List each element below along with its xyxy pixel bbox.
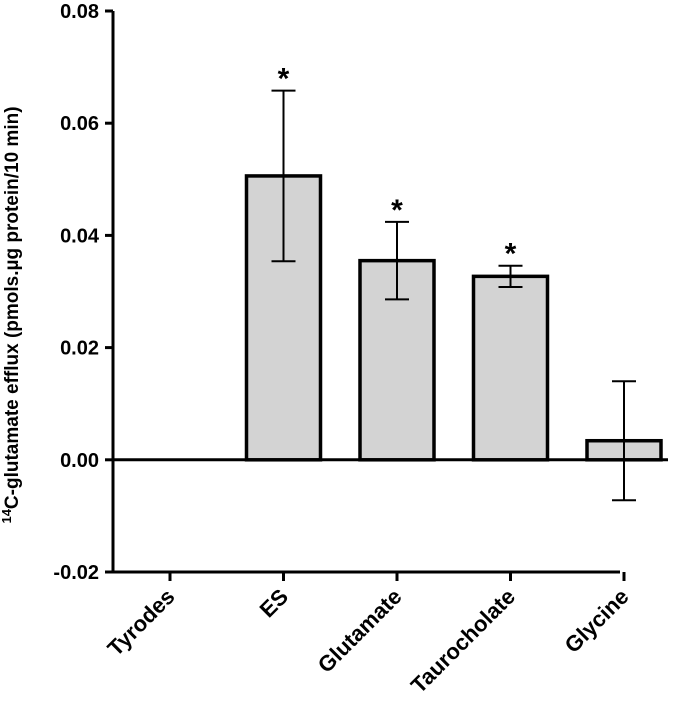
error-bar-glycine <box>612 380 636 502</box>
category-label-taurocholate: Taurocholate <box>406 584 520 698</box>
category-label-glutamate: Glutamate <box>313 584 407 678</box>
significance-markers: * * * <box>278 63 517 271</box>
y-tick-label: 0.08 <box>60 1 99 23</box>
bars <box>244 174 663 462</box>
bar-taurocholate <box>471 274 550 462</box>
y-axis-label-text: C-glutamate efflux (pmols.µg protein/10 … <box>2 106 23 509</box>
error-bar-glutamate <box>385 220 409 301</box>
y-tick-label: -0.02 <box>53 562 99 584</box>
significance-star: * <box>391 194 403 227</box>
category-labels: Tyrodes ES Glutamate Taurocholate Glycine <box>102 584 633 698</box>
y-axis-label: 14C-glutamate efflux (pmols.µg protein/1… <box>0 106 23 523</box>
error-bar-taurocholate <box>498 264 523 289</box>
category-label-tyrodes: Tyrodes <box>102 584 179 661</box>
y-tick-label: 0.06 <box>60 113 99 135</box>
y-tick-label: 0.00 <box>60 450 99 472</box>
category-label-es: ES <box>255 584 293 622</box>
significance-star: * <box>278 63 290 96</box>
y-tick-label: 0.04 <box>60 225 100 247</box>
y-tick-label: 0.02 <box>60 338 99 360</box>
category-label-glycine: Glycine <box>560 584 634 658</box>
error-bars <box>271 89 636 502</box>
error-bar-es <box>271 89 296 263</box>
y-axis-label-superscript: 14 <box>0 508 14 523</box>
significance-star: * <box>505 238 517 271</box>
